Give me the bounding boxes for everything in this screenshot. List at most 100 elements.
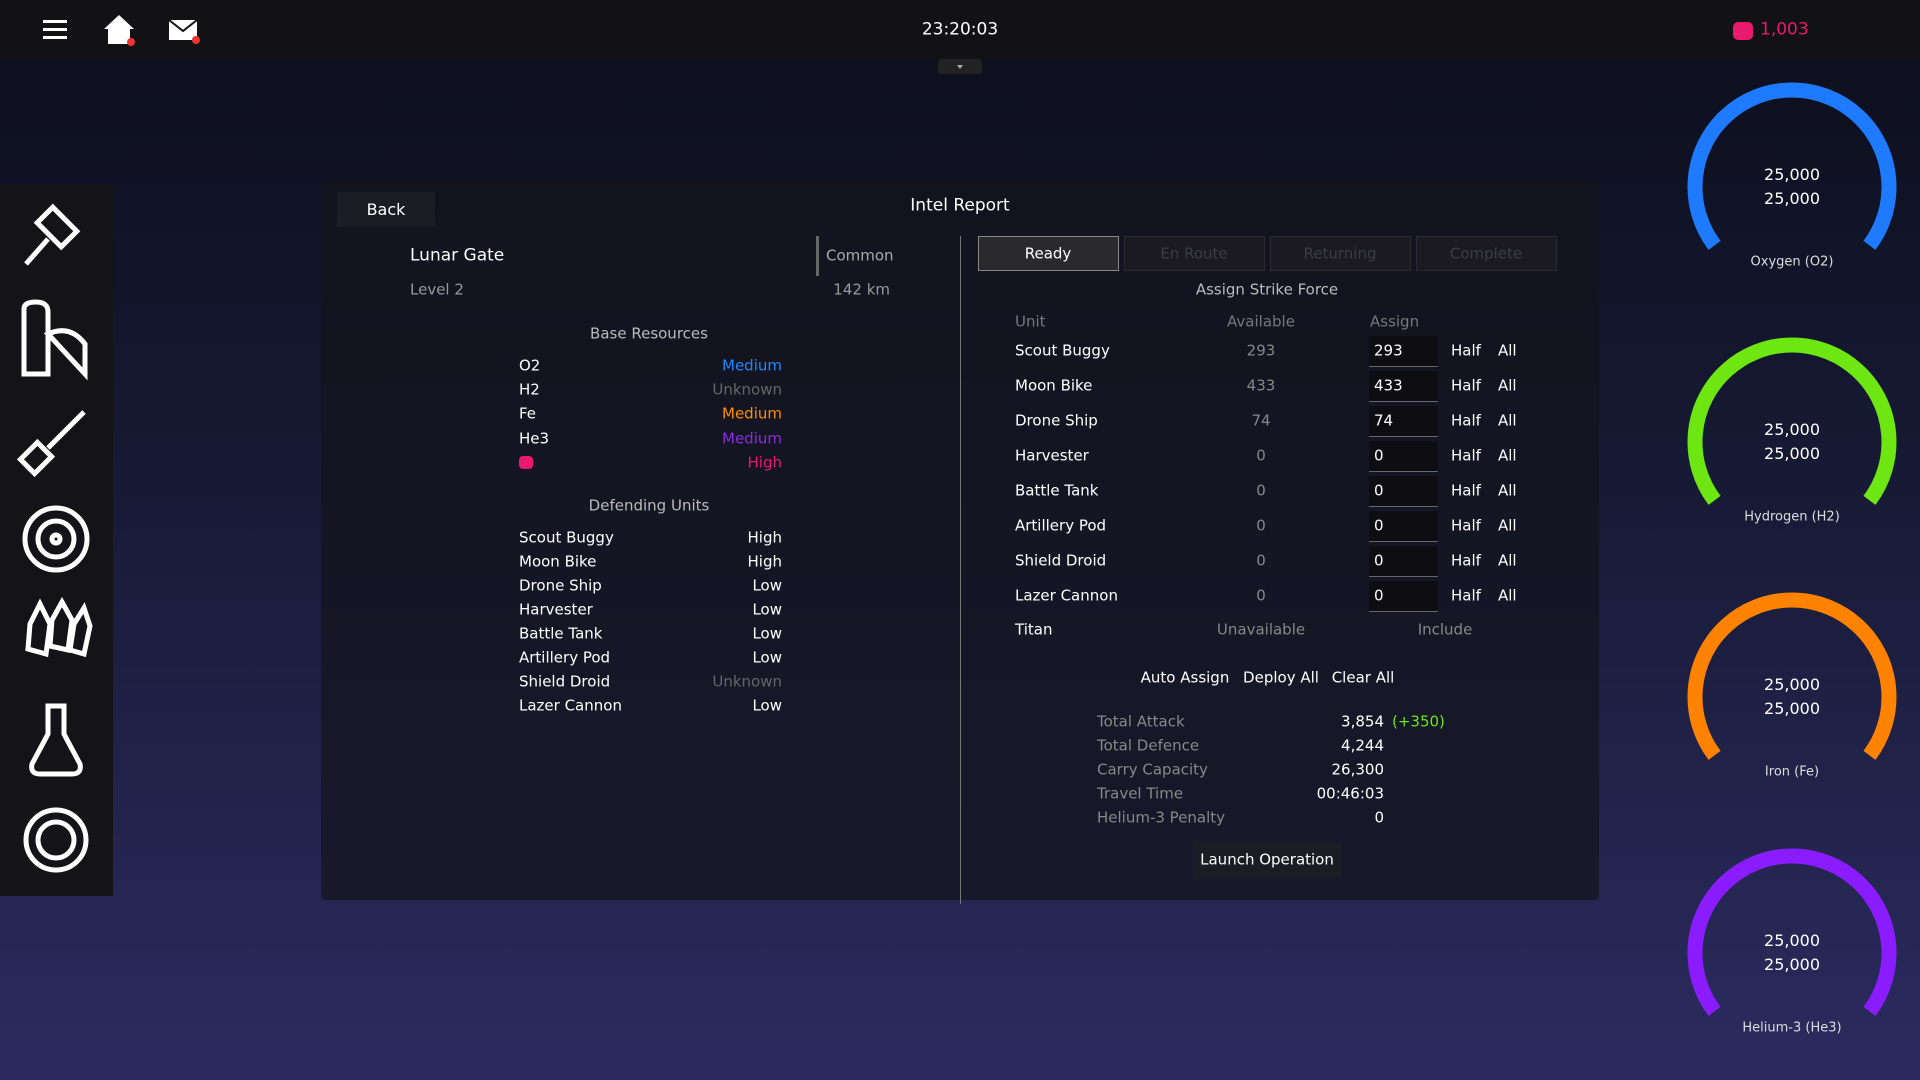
gauge-max: 25,000 [1764,955,1820,974]
tab[interactable] [978,236,1119,271]
half-button[interactable]: Half [1451,341,1481,360]
launch-button[interactable]: Launch Operation [1200,850,1334,869]
half-button[interactable]: Half [1451,586,1481,605]
assign-value[interactable]: 433 [1374,376,1403,395]
section-title: Assign Strike Force [1195,280,1339,299]
all-button[interactable]: All [1498,551,1517,570]
resource-level: High [747,453,782,472]
dropdown-tab[interactable] [938,59,982,74]
unit-name: Harvester [1015,446,1089,465]
gauge-value: 25,000 [1764,931,1820,950]
action-button[interactable]: Clear All [1331,668,1395,687]
half-button[interactable]: Half [1451,481,1481,500]
unit-available: 0 [1256,481,1266,500]
gauge-value: 25,000 [1764,165,1820,184]
gauge-value: 25,000 [1764,420,1820,439]
radar-button[interactable] [22,505,90,573]
defender-level: Low [752,648,782,667]
all-button[interactable]: All [1498,341,1517,360]
unit-available: Unavailable [1216,620,1306,639]
divider [960,236,961,904]
unit-name: Lazer Cannon [1015,586,1118,605]
include-button[interactable]: Include [1417,620,1473,639]
defender-name: Battle Tank [519,624,603,643]
tab[interactable] [1124,236,1265,271]
research-button[interactable] [29,703,83,777]
half-button[interactable]: Half [1451,551,1481,570]
build-button[interactable] [24,203,81,266]
stat-label: Carry Capacity [1097,760,1208,779]
tab-label[interactable]: Complete [1449,244,1523,263]
tab-label[interactable]: En Route [1160,244,1228,263]
mail-button[interactable] [167,16,203,46]
stat-bonus: (+350) [1392,712,1445,731]
gauge-max: 25,000 [1764,699,1820,718]
assign-input[interactable] [1369,546,1438,577]
assign-input[interactable] [1369,406,1438,437]
column-header: Unit [1015,312,1046,331]
sidebar [0,184,113,896]
defender-level: Low [752,600,782,619]
unit-name: Scout Buggy [1015,341,1110,360]
unit-name: Shield Droid [1015,551,1107,570]
defender-level: High [747,552,782,571]
assign-value[interactable]: 74 [1374,411,1394,430]
assign-value[interactable]: 0 [1374,551,1384,570]
all-button[interactable]: All [1498,586,1517,605]
all-button[interactable]: All [1498,446,1517,465]
menu-button[interactable] [40,16,70,44]
half-button[interactable]: Half [1451,376,1481,395]
all-button[interactable]: All [1498,411,1517,430]
army-button[interactable] [25,596,93,658]
back-button[interactable]: Back [366,200,406,219]
section-title: Defending Units [588,496,710,515]
assign-input[interactable] [1369,371,1438,402]
tab[interactable] [1270,236,1411,271]
back-button-bg[interactable] [337,192,435,227]
assign-value[interactable]: 0 [1374,481,1384,500]
tab[interactable] [1416,236,1557,271]
half-button[interactable]: Half [1451,446,1481,465]
mine-button[interactable] [16,410,86,478]
assign-input[interactable] [1369,441,1438,472]
target-name: Lunar Gate [410,245,505,266]
resource-level: Medium [722,429,782,448]
launch-button-bg[interactable] [1193,842,1341,878]
column-header: Available [1227,312,1295,331]
assign-input[interactable] [1369,476,1438,507]
all-button[interactable]: All [1498,516,1517,535]
unit-available: 0 [1256,516,1266,535]
assign-value[interactable]: 0 [1374,446,1384,465]
clock: 23:20:03 [921,19,999,40]
half-button[interactable]: Half [1451,411,1481,430]
currency-icon [1733,22,1753,40]
assign-value[interactable]: 0 [1374,516,1384,535]
gauge-label: Oxygen (O2) [1750,254,1834,270]
column-header: Assign [1370,312,1420,331]
defender-level: High [747,528,782,547]
action-button[interactable]: Auto Assign [1140,668,1230,687]
resource-level: Unknown [712,380,782,399]
defender-name: Harvester [519,600,593,619]
storage-button[interactable] [21,299,88,381]
currency: 1,003 [1760,19,1809,40]
assign-value[interactable]: 293 [1374,341,1403,360]
rarity-bar [816,236,819,276]
assign-input[interactable] [1369,511,1438,542]
home-button[interactable] [102,12,138,48]
stat-label: Total Attack [1097,712,1185,731]
sidebar-icons [16,203,93,873]
assign-input[interactable] [1369,581,1438,612]
assign-input[interactable] [1369,336,1438,367]
all-button[interactable]: All [1498,376,1517,395]
action-button[interactable]: Deploy All [1243,668,1319,687]
tab-label[interactable]: Ready [1024,244,1072,263]
all-button[interactable]: All [1498,481,1517,500]
defender-name: Artillery Pod [519,648,611,667]
defender-name: Lazer Cannon [519,696,622,715]
assign-value[interactable]: 0 [1374,586,1384,605]
settings-button[interactable] [23,807,89,873]
half-button[interactable]: Half [1451,516,1481,535]
tab-label[interactable]: Returning [1303,244,1377,263]
